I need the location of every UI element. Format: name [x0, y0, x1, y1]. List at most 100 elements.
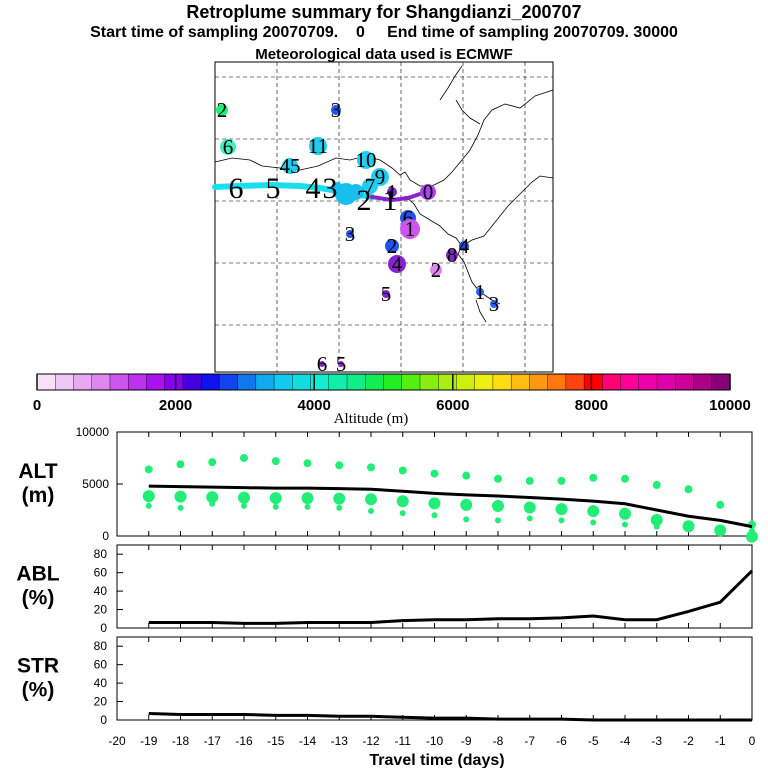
abl-ytick-label: 60 [94, 566, 108, 580]
alt-lower-marker [399, 510, 406, 517]
colorbar-swatch [638, 373, 658, 391]
colorbar-swatch [711, 373, 731, 391]
x-tick-label: -20 [108, 734, 126, 748]
map-cluster-label: 1 [405, 217, 416, 241]
alt-ytick-label: 5000 [82, 477, 109, 491]
map-cluster-label: 4 [392, 252, 403, 276]
abl-ytick-label: 0 [100, 621, 107, 635]
alt-upper-marker [462, 471, 471, 480]
map-cluster-marker [387, 187, 397, 197]
alt-ylabel: (m) [22, 484, 55, 507]
alt-lower-marker [558, 517, 565, 524]
alt-upper-marker [652, 481, 661, 490]
abl-ytick-label: 40 [94, 584, 108, 598]
colorbar-swatch [346, 373, 366, 391]
alt-upper-marker [557, 476, 566, 485]
map-cluster-label: 11 [308, 134, 328, 158]
map-cluster-label: 1 [475, 280, 486, 304]
alt-lower-marker [590, 519, 597, 526]
alt-lower-marker [463, 516, 470, 523]
alt-mid-marker [142, 490, 155, 503]
alt-upper-marker [367, 463, 375, 472]
colorbar-swatch [602, 373, 622, 391]
x-tick-label: -12 [362, 734, 380, 748]
alt-lower-marker [336, 504, 343, 511]
colorbar-swatch [292, 373, 312, 391]
x-tick-label: -7 [524, 734, 535, 748]
met-data-line: Meteorological data used is ECMWF [255, 46, 513, 63]
map-border [475, 299, 487, 323]
map-cluster-label: 4 [459, 234, 470, 258]
alt-lower-marker [749, 527, 755, 534]
alt-lower-marker [209, 500, 216, 507]
colorbar-swatch [620, 373, 640, 391]
map-cluster-label: 2 [387, 234, 398, 258]
map-cluster-marker [388, 255, 406, 273]
x-axis-label: Travel time (days) [369, 752, 504, 768]
abl-ytick-label: 20 [94, 603, 108, 617]
alt-lower-marker [241, 502, 247, 509]
colorbar-swatch [565, 373, 585, 391]
map-cluster-label: 2 [217, 98, 228, 122]
map-cluster-label: 0 [423, 180, 434, 204]
map-cluster-marker [459, 241, 469, 251]
colorbar-tick-label: 0 [33, 397, 41, 414]
alt-mid-marker [619, 507, 631, 520]
alt-upper-marker [589, 473, 598, 482]
alt-lower-marker [717, 526, 724, 533]
colorbar-swatch [73, 373, 93, 391]
colorbar-swatch [36, 373, 56, 391]
plume-blob [331, 182, 343, 194]
colorbar-swatch [438, 373, 458, 391]
colorbar-swatch [127, 373, 148, 391]
colorbar-swatch [365, 373, 385, 391]
map-cluster-label: 8 [447, 243, 458, 267]
colorbar-swatch [146, 373, 166, 391]
x-tick-label: -8 [493, 734, 504, 748]
map-border [455, 99, 481, 125]
colorbar-swatch [237, 373, 257, 391]
alt-mid-marker [396, 495, 409, 508]
alt-lower-marker [177, 504, 184, 511]
str-ytick-label: 40 [94, 676, 108, 690]
map-cluster-label: 10 [356, 148, 377, 172]
map-border [461, 175, 554, 247]
str-frame [116, 636, 753, 721]
colorbar-swatch [255, 373, 275, 391]
colorbar-swatch [675, 373, 695, 391]
alt-mid-marker [523, 501, 536, 514]
colorbar-swatch [164, 373, 184, 391]
abl-ylabel: (%) [22, 587, 55, 610]
colorbar-swatch [383, 373, 403, 391]
alt-lower-marker [653, 523, 660, 530]
str-ytick-label: 80 [94, 639, 108, 653]
x-tick-label: -18 [172, 734, 190, 748]
map-cluster-label: 3 [331, 98, 342, 122]
x-tick-label: -14 [299, 734, 317, 748]
alt-upper-marker [525, 476, 534, 485]
x-tick-label: -11 [395, 734, 412, 748]
alt-upper-marker [271, 457, 280, 466]
alt-mid-marker [365, 493, 377, 506]
map-cluster-marker [382, 290, 390, 298]
alt-lower-marker [368, 508, 374, 515]
alt-mid-marker [555, 503, 568, 516]
alt-mid-marker [587, 505, 600, 518]
colorbar-swatch [401, 373, 421, 391]
map-cluster-marker [309, 137, 327, 155]
map-border [439, 65, 463, 101]
alt-mid-marker [206, 491, 219, 504]
alt-lower-marker [145, 502, 152, 509]
map-cluster-label: 2 [431, 258, 442, 282]
colorbar-swatch [529, 373, 549, 391]
colorbar-swatch [310, 373, 330, 391]
alt-upper-marker [494, 474, 502, 483]
map-cluster-marker [282, 158, 298, 174]
x-tick-label: -9 [461, 734, 472, 748]
x-tick-label: -5 [588, 734, 599, 748]
colorbar-swatch [182, 373, 202, 391]
alt-mid-marker [333, 492, 346, 505]
x-tick-label: -15 [267, 734, 285, 748]
alt-upper-marker [303, 459, 312, 468]
